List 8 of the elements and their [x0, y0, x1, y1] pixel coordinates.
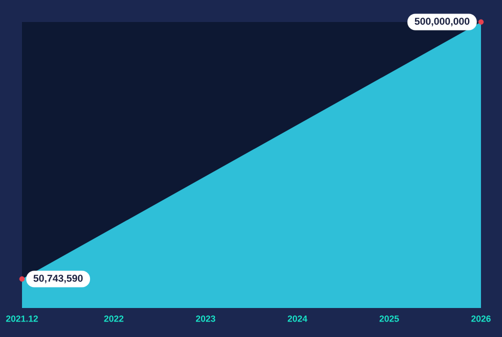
data-label: 500,000,000	[414, 18, 470, 26]
x-tick-label: 2022	[104, 316, 124, 322]
x-tick-label: 2023	[196, 316, 216, 322]
x-tick-label: 2021.12	[6, 316, 38, 322]
x-tick-label: 2024	[288, 316, 308, 322]
x-tick-label: 2026	[471, 316, 491, 322]
data-label: 50,743,590	[34, 274, 83, 284]
x-tick-label: 2025	[380, 316, 399, 322]
